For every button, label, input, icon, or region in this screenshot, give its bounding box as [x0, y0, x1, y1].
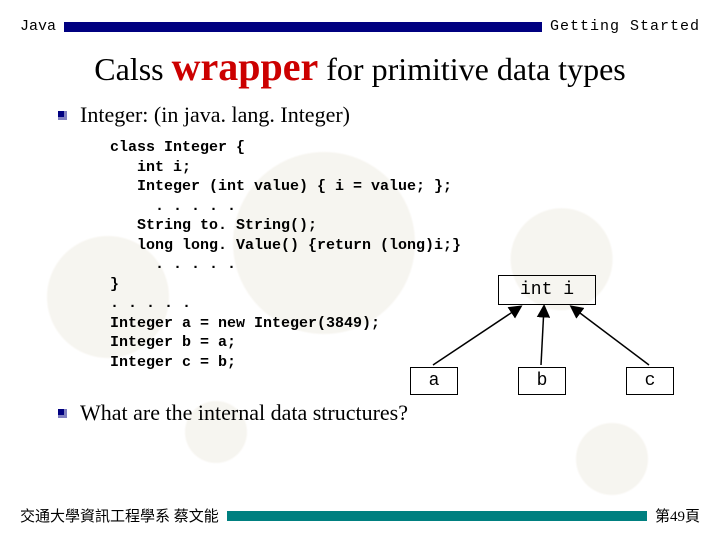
diagram: int i a b c: [350, 275, 690, 405]
diagram-box-b: b: [518, 367, 566, 395]
slide-title: Calss wrapper for primitive data types: [0, 35, 720, 96]
title-accent: wrapper: [172, 44, 319, 89]
header-left: Java: [20, 18, 56, 35]
title-pre: Calss: [94, 51, 171, 87]
slide-content: Java Getting Started Calss wrapper for p…: [0, 0, 720, 426]
diagram-box-c: c: [626, 367, 674, 395]
header: Java Getting Started: [0, 0, 720, 35]
title-post: for primitive data types: [318, 51, 625, 87]
bullet-list: Integer: (in java. lang. Integer): [0, 102, 720, 128]
footer: 交通大學資訊工程學系 蔡文能 第49頁: [0, 505, 720, 526]
diagram-box-a: a: [410, 367, 458, 395]
header-rule: [64, 22, 542, 32]
footer-left: 交通大學資訊工程學系 蔡文能: [20, 505, 219, 526]
header-right: Getting Started: [550, 18, 700, 35]
bullet-1: Integer: (in java. lang. Integer): [58, 102, 720, 128]
footer-rule: [227, 511, 647, 521]
footer-page: 第49頁: [655, 505, 700, 526]
diagram-box-top: int i: [498, 275, 596, 305]
